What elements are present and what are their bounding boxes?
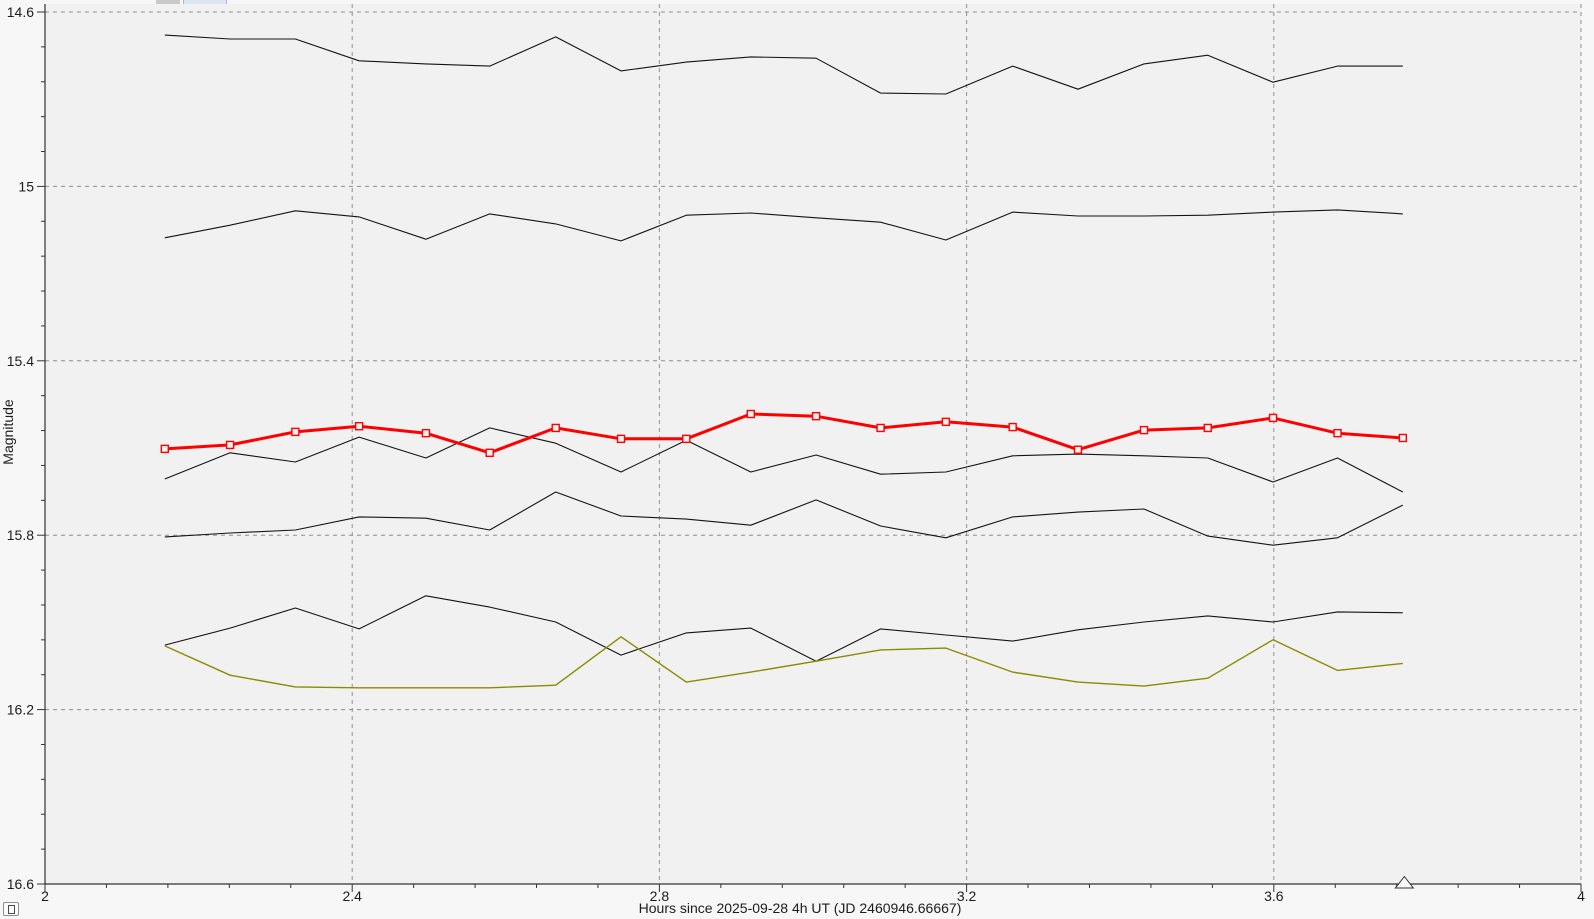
- data-point-square-marker: [682, 434, 691, 444]
- data-point-square-marker: [1203, 423, 1212, 433]
- dark-line-3-polyline: [164, 427, 1404, 493]
- open-square-icon: [7, 904, 15, 914]
- data-point-square-marker: [160, 444, 170, 454]
- dark-line-1-polyline: [164, 34, 1403, 95]
- dark-line-4-polyline: [164, 491, 1404, 546]
- x-tick-label: 4: [1577, 888, 1585, 904]
- dark-line-5-polyline: [164, 595, 1403, 662]
- data-point-square-marker: [551, 423, 560, 433]
- data-point-square-marker: [1268, 413, 1278, 423]
- corner-tool-button[interactable]: [3, 902, 19, 916]
- data-point-square-marker: [876, 423, 885, 433]
- data-point-square-marker: [421, 428, 431, 438]
- red-line-with-markers-polyline: [164, 412, 1403, 455]
- data-point-square-marker: [1073, 445, 1083, 454]
- top-edge-ui-fragment: [183, 0, 227, 4]
- data-point-square-marker: [941, 417, 951, 427]
- top-edge-ui-fragment: [156, 0, 180, 4]
- y-tick-label: 16.6: [7, 876, 34, 892]
- data-point-square-marker: [1139, 425, 1149, 435]
- data-point-square-marker: [485, 448, 494, 457]
- x-tick-label: 3.2: [957, 888, 977, 904]
- y-tick-label: 14.6: [7, 4, 34, 20]
- y-tick-label: 15: [18, 178, 34, 194]
- data-point-square-marker: [354, 422, 364, 431]
- axis-triangle-marker: [1394, 875, 1415, 889]
- x-axis-title: Hours since 2025-09-28 4h UT (JD 2460946…: [639, 900, 962, 916]
- y-axis-title: Magnitude: [0, 399, 16, 465]
- data-point-square-marker: [225, 440, 235, 450]
- x-tick-label: 2.4: [342, 888, 362, 904]
- data-point-square-marker: [291, 427, 300, 437]
- data-point-square-marker: [746, 409, 755, 419]
- y-tick-label: 15.4: [7, 353, 34, 369]
- plot-area: [45, 4, 1581, 884]
- x-tick-label: 2: [41, 888, 49, 904]
- olive-line-polyline: [164, 636, 1403, 689]
- dark-line-2-polyline: [164, 209, 1403, 242]
- data-point-square-marker: [1008, 422, 1017, 432]
- y-tick-label: 15.8: [7, 527, 34, 543]
- data-point-square-marker: [1398, 433, 1408, 443]
- data-point-square-marker: [811, 411, 821, 421]
- data-point-square-marker: [1333, 428, 1342, 438]
- data-point-square-marker: [616, 434, 626, 444]
- y-tick-label: 16.2: [7, 702, 34, 718]
- x-tick-label: 3.6: [1264, 888, 1284, 904]
- x-tick-label: 2.8: [650, 888, 670, 904]
